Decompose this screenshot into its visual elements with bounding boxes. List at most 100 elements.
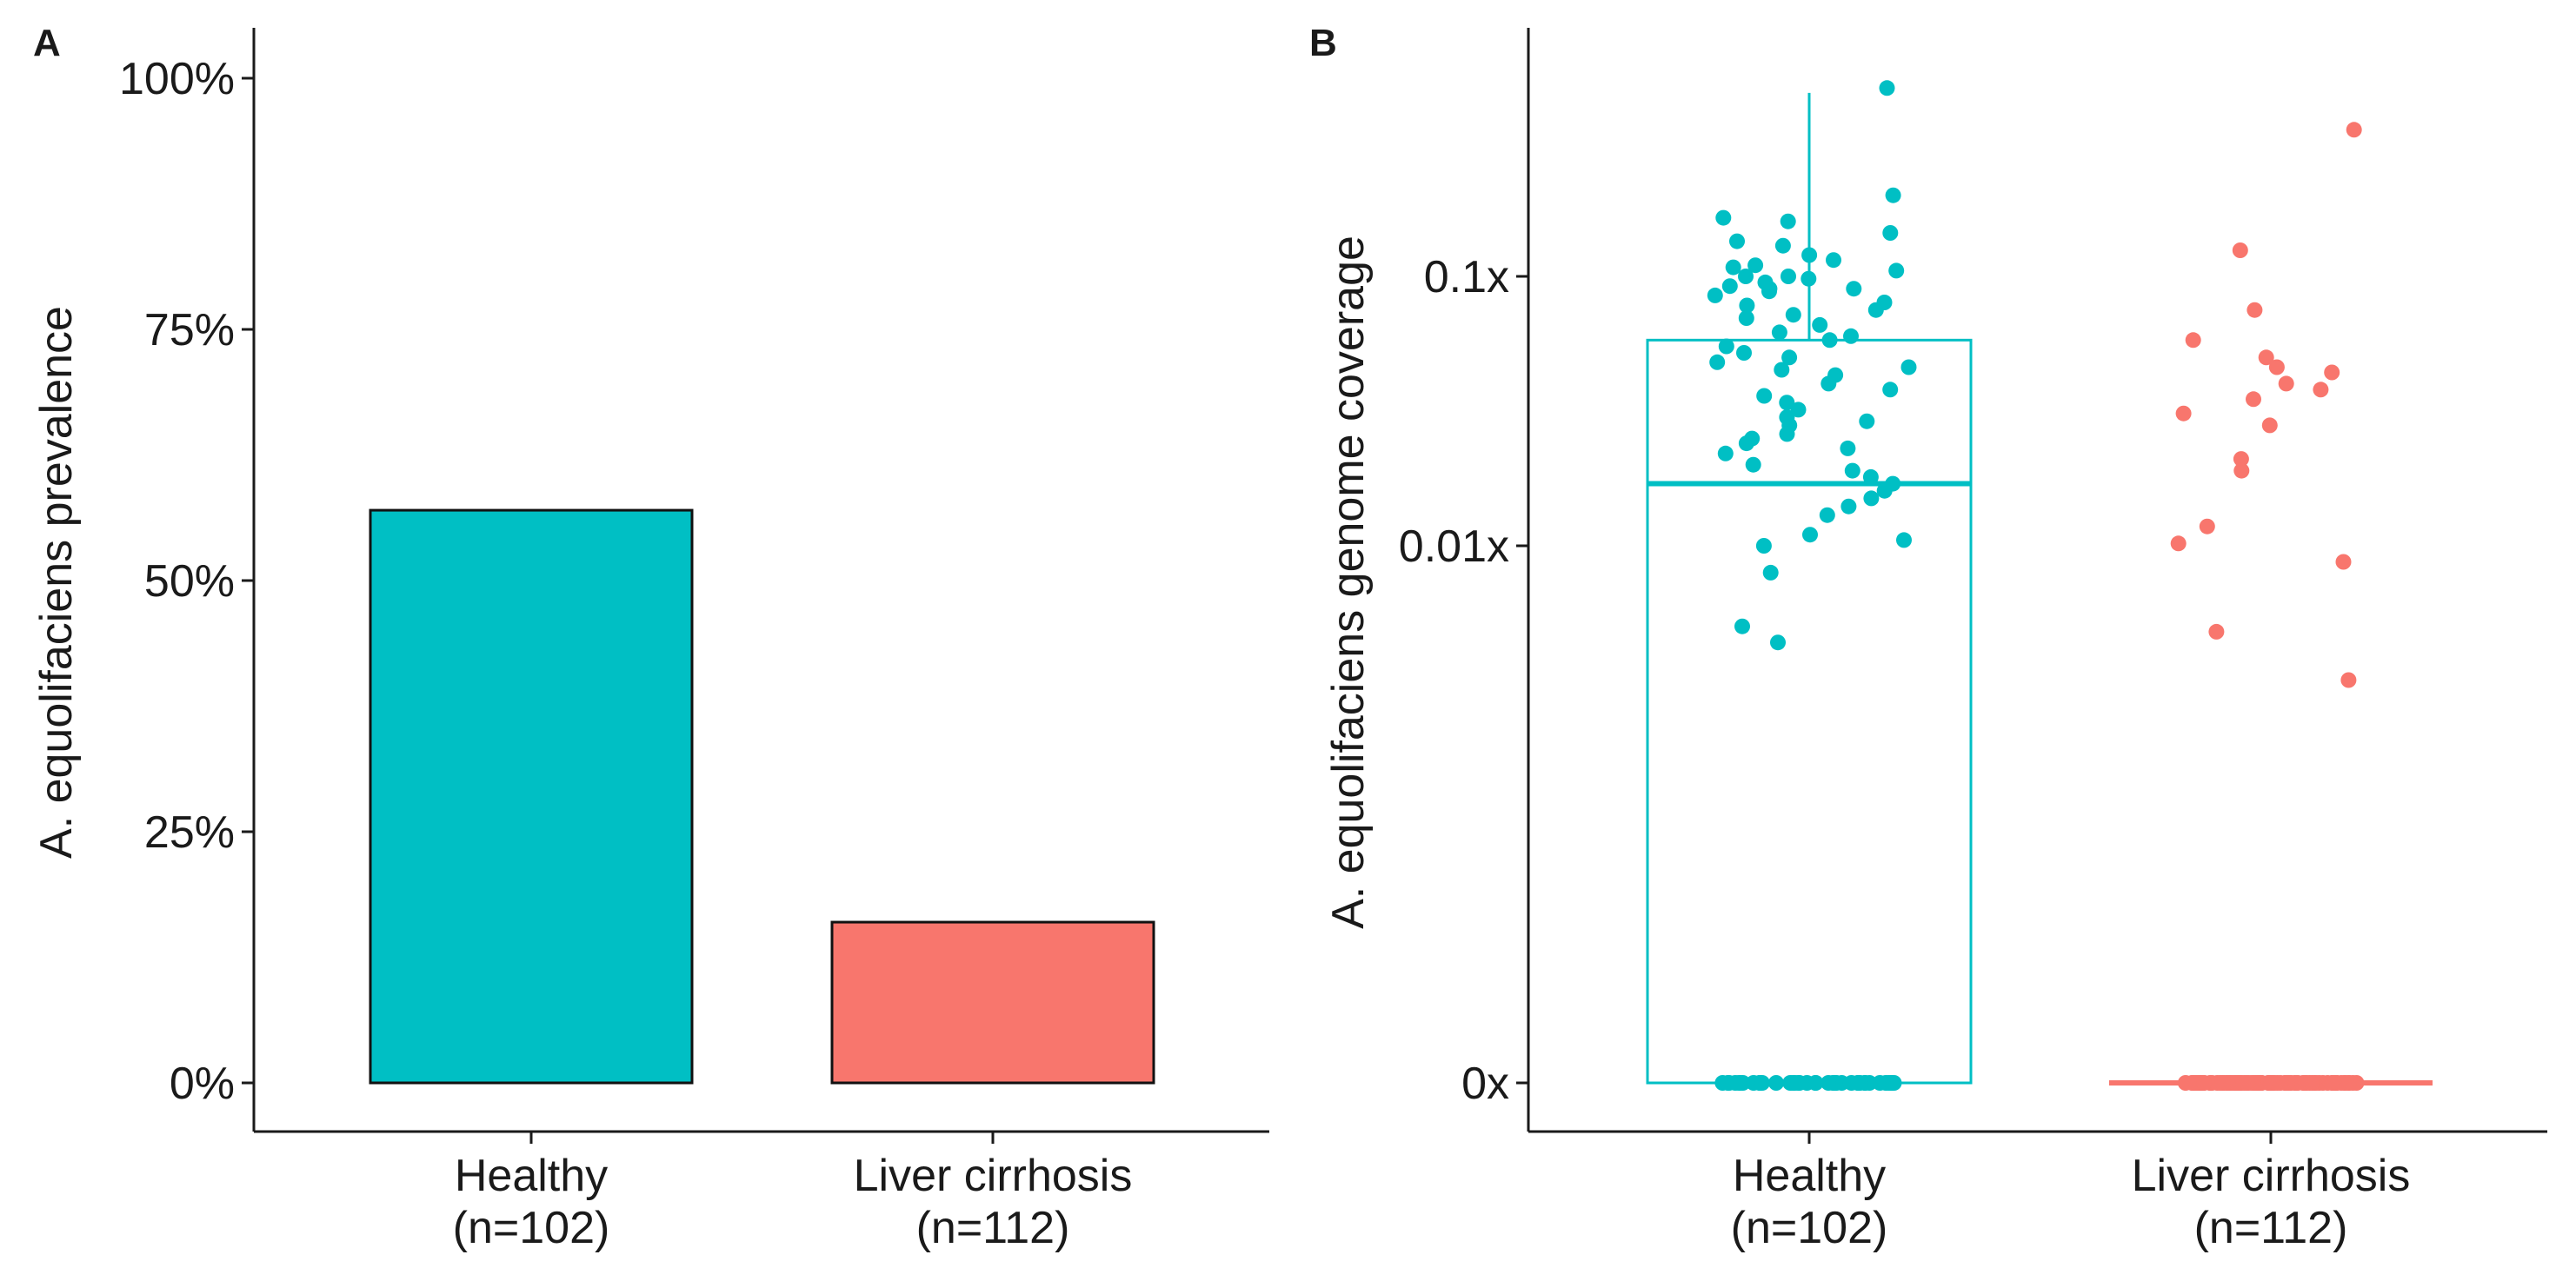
panel-b-point: [1768, 1075, 1784, 1091]
panel-b-point: [1879, 80, 1895, 96]
panel-b-point: [1876, 482, 1893, 499]
panel-b-point: [1790, 1075, 1807, 1091]
panel-b-point: [1745, 456, 1761, 473]
panel-b-point: [1882, 225, 1899, 241]
panel-b-point: [1756, 388, 1773, 404]
panel-b-point: [2185, 332, 2201, 349]
panel-b-point: [1774, 362, 1790, 378]
panel-b-point: [1859, 413, 1875, 429]
panel-b-point: [1729, 233, 1745, 249]
panel-a-y-tick-label: 25%: [144, 807, 235, 858]
panel-b-x-tick-label: Healthy: [1733, 1151, 1886, 1201]
panel-a-bars: [369, 508, 1155, 1085]
panel-a-x-tick-label: Healthy: [455, 1151, 608, 1201]
panel-b-point: [1852, 1075, 1868, 1091]
panel-b-point: [2261, 417, 2278, 434]
panel-b-point: [1840, 440, 1856, 456]
panel-b-point: [1862, 468, 1879, 485]
panel-b-point: [1734, 618, 1750, 634]
panel-a-bar: [369, 508, 694, 1085]
panel-b-point: [1846, 281, 1862, 297]
panel-b-point: [1725, 259, 1741, 276]
panel-b-point: [2324, 1075, 2340, 1091]
panel-a-x-tick-label: (n=102): [453, 1203, 610, 1253]
panel-b-y-tick-label: 0.01x: [1399, 521, 1509, 572]
panel-a-label: A: [33, 22, 61, 64]
panel-b-point: [1709, 354, 1726, 370]
panel-b-point: [1754, 1075, 1770, 1091]
panel-b-point: [2214, 1075, 2231, 1091]
panel-b-point: [2246, 391, 2261, 408]
panel-b-point: [2196, 1075, 2212, 1091]
panel-b-point: [1785, 307, 1801, 323]
panel-b-point: [1821, 332, 1838, 349]
panel-b-point: [1843, 328, 1859, 344]
panel-b-box: [1646, 338, 1973, 1085]
panel-b-point: [1738, 269, 1754, 284]
panel-a-y-ticks: 0% 25% 50% 75% 100%: [119, 54, 254, 1109]
panel-b-point: [1882, 382, 1899, 398]
panel-b-point: [1770, 634, 1786, 651]
panel-a-y-tick-label: 100%: [119, 54, 235, 104]
panel-b-point: [1801, 270, 1817, 287]
panel-b-point: [1863, 490, 1880, 507]
panel-b-point: [1736, 345, 1752, 361]
panel-b-point: [1888, 262, 1905, 279]
panel-b-boxes: [1646, 92, 2433, 1086]
panel-b-point: [2170, 535, 2187, 552]
panel-b-y-ticks: 0x 0.01x 0.1x: [1399, 252, 1528, 1109]
panel-b-point: [2263, 1075, 2280, 1091]
panel-b-point: [1718, 338, 1734, 355]
panel-a-y-tick-label: 75%: [144, 305, 235, 355]
panel-b-point: [1802, 527, 1818, 543]
panel-b-axes: [1527, 28, 2547, 1133]
panel-b-point: [2247, 302, 2263, 318]
panel-b-point: [1717, 445, 1734, 461]
panel-b-point: [1738, 310, 1754, 326]
panel-b-label: B: [1309, 22, 1337, 64]
panel-b-point: [1821, 1075, 1837, 1091]
panel-b-point: [1755, 538, 1772, 554]
panel-b-x-tick-label: (n=112): [2194, 1203, 2348, 1253]
panel-b-point: [1780, 213, 1796, 229]
panel-b-point: [2199, 518, 2215, 534]
panel-b-point: [1779, 426, 1795, 442]
panel-b-points: [1707, 80, 2365, 1091]
panel-b-point: [2297, 1075, 2313, 1091]
panel-b-point: [1781, 349, 1798, 366]
panel-b-point: [2346, 122, 2362, 138]
panel-a-y-tick-label: 50%: [144, 556, 235, 607]
panel-a: A A. equolifaciens prevalence 0% 25% 50% 75…: [31, 22, 1269, 1253]
panel-b-point: [1819, 507, 1835, 523]
panel-b-point: [1826, 252, 1841, 269]
panel-b-point: [1707, 287, 1723, 303]
panel-a-bar: [830, 920, 1155, 1085]
panel-b-point: [1840, 498, 1857, 515]
panel-b-point: [2239, 1075, 2255, 1091]
panel-b-point: [1779, 395, 1795, 411]
panel-b-point: [1844, 462, 1860, 479]
panel-a-x-tick-label: Liver cirrhosis: [854, 1151, 1133, 1201]
panel-b-point: [1715, 209, 1732, 226]
panel-b-point: [1790, 402, 1807, 418]
panel-b-y-tick-label: 0x: [1461, 1059, 1509, 1109]
panel-b-point: [1714, 1075, 1731, 1091]
panel-b-point: [1774, 237, 1791, 254]
panel-b-y-axis-title: A. equolifaciens genome coverage: [1323, 236, 1374, 929]
panel-b: B A. equolifaciens genome coverage 0x 0.0…: [1309, 22, 2547, 1253]
panel-b-point: [1771, 324, 1787, 341]
panel-b-point: [1801, 247, 1818, 263]
panel-b-point: [1867, 302, 1884, 318]
panel-b-point: [1731, 1075, 1747, 1091]
panel-b-x-tick-label: (n=102): [1731, 1203, 1888, 1253]
panel-a-x-ticks: Healthy(n=102) Liver cirrhosis(n=112): [453, 1132, 1133, 1253]
panel-a-x-tick-label: (n=112): [916, 1203, 1070, 1253]
panel-b-point: [1900, 359, 1917, 375]
panel-b-point: [2335, 554, 2352, 570]
panel-b-point: [2341, 1075, 2357, 1091]
panel-b-point: [2258, 349, 2274, 366]
panel-b-point: [1896, 532, 1912, 548]
panel-b-point: [2208, 623, 2225, 640]
panel-a-y-axis-title: A. equolifaciens prevalence: [31, 306, 82, 859]
